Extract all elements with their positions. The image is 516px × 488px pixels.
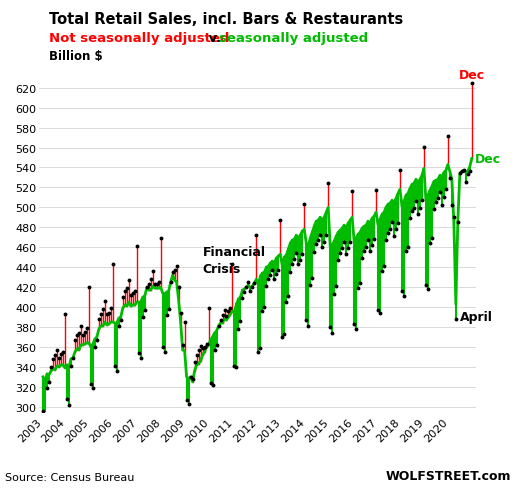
Text: Total Retail Sales, incl. Bars & Restaurants: Total Retail Sales, incl. Bars & Restaur… <box>49 12 404 27</box>
Text: seasonally adjusted: seasonally adjusted <box>219 32 368 45</box>
Text: Source: Census Bureau: Source: Census Bureau <box>5 472 135 482</box>
Text: Dec: Dec <box>475 153 501 166</box>
Text: Not seasonally adjusted: Not seasonally adjusted <box>49 32 230 45</box>
Text: Billion $: Billion $ <box>49 50 103 63</box>
Text: v.: v. <box>204 32 225 45</box>
Text: Dec: Dec <box>459 69 485 81</box>
Text: WOLFSTREET.com: WOLFSTREET.com <box>385 469 511 482</box>
Text: Financial
Crisis: Financial Crisis <box>203 246 266 276</box>
Text: April: April <box>460 310 493 324</box>
